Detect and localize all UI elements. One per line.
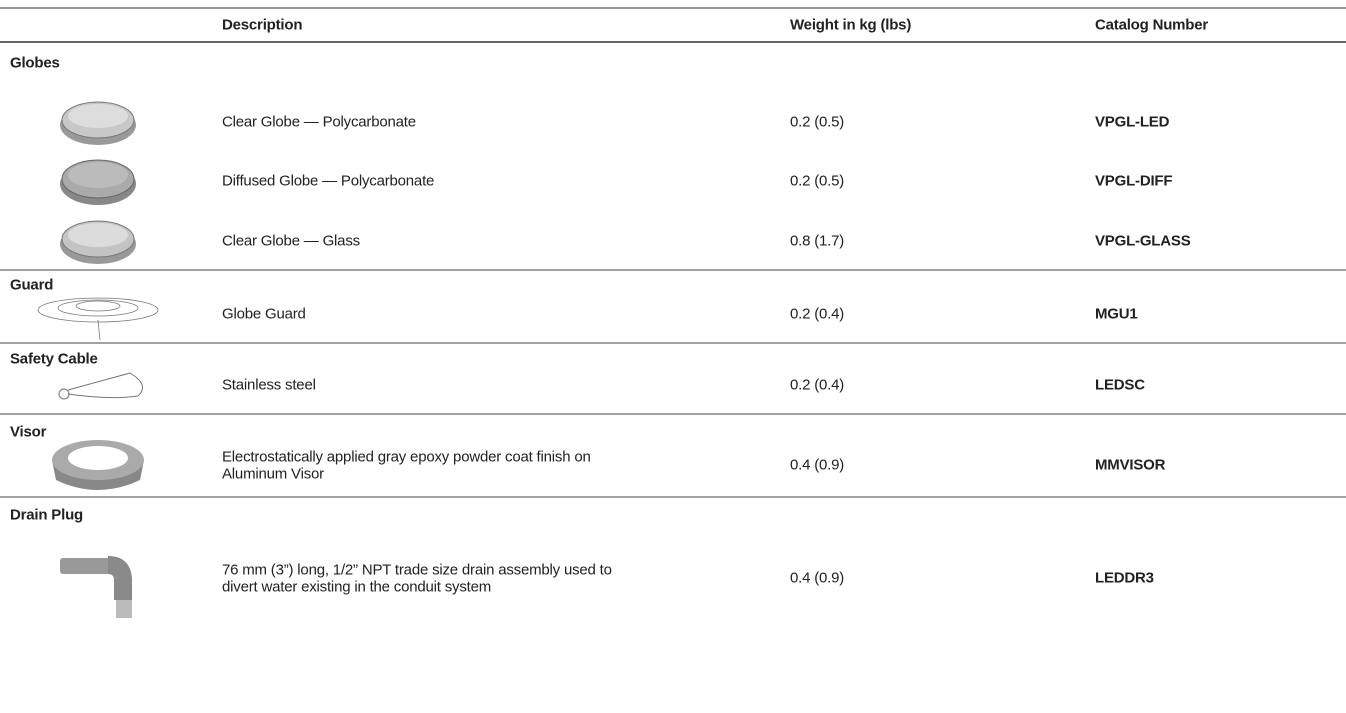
weight: 0.4 (0.9) bbox=[790, 456, 845, 474]
group-label: Drain Plug bbox=[10, 506, 84, 524]
column-header: Weight in kg (lbs) bbox=[790, 16, 912, 34]
description: Clear Globe — Polycarbonate bbox=[222, 113, 416, 131]
catalog-number: MGU1 bbox=[1095, 305, 1138, 323]
column-header: Catalog Number bbox=[1095, 16, 1209, 34]
group-label: Globes bbox=[10, 54, 60, 72]
catalog-number: LEDSC bbox=[1095, 376, 1145, 394]
drain-plug-icon bbox=[60, 556, 132, 618]
weight: 0.4 (0.9) bbox=[790, 569, 845, 587]
description: 76 mm (3”) long, 1/2” NPT trade size dra… bbox=[222, 561, 612, 578]
group-label: Visor bbox=[10, 423, 47, 441]
description: Electrostatically applied gray epoxy pow… bbox=[222, 448, 591, 465]
globe-icon bbox=[60, 101, 136, 145]
description: divert water existing in the conduit sys… bbox=[222, 578, 492, 595]
cable-icon bbox=[58, 372, 143, 400]
weight: 0.2 (0.5) bbox=[790, 172, 845, 190]
description: Globe Guard bbox=[222, 305, 306, 323]
weight: 0.2 (0.4) bbox=[790, 376, 845, 394]
catalog-number: VPGL-LED bbox=[1095, 113, 1170, 131]
catalog-number: LEDDR3 bbox=[1095, 569, 1154, 587]
weight: 0.8 (1.7) bbox=[790, 232, 845, 250]
visor-icon bbox=[52, 440, 144, 490]
group-label: Guard bbox=[10, 276, 54, 294]
description: Stainless steel bbox=[222, 376, 316, 394]
globe-icon bbox=[60, 220, 136, 264]
catalog-number: VPGL-DIFF bbox=[1095, 172, 1173, 190]
weight: 0.2 (0.5) bbox=[790, 113, 845, 131]
catalog-number: MMVISOR bbox=[1095, 456, 1166, 474]
description: Aluminum Visor bbox=[222, 465, 324, 482]
group-label: Safety Cable bbox=[10, 350, 98, 368]
description: Clear Globe — Glass bbox=[222, 232, 360, 250]
weight: 0.2 (0.4) bbox=[790, 305, 845, 323]
column-header: Description bbox=[222, 16, 303, 34]
description: Diffused Globe — Polycarbonate bbox=[222, 172, 435, 190]
catalog-number: VPGL-GLASS bbox=[1095, 232, 1191, 250]
globe-icon bbox=[60, 159, 136, 205]
guard-icon bbox=[37, 297, 159, 341]
